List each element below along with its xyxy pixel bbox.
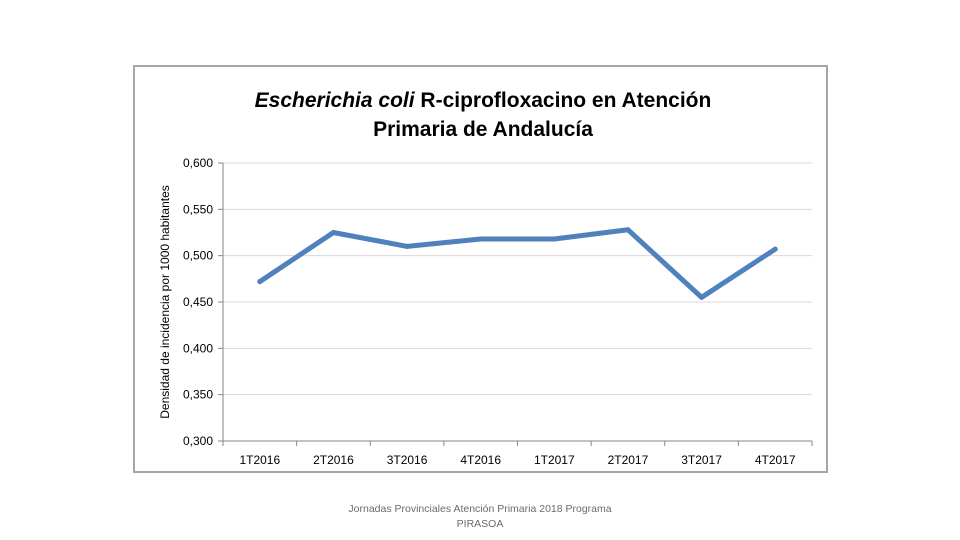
data-point [625,227,631,233]
footer-line-1: Jornadas Provinciales Atención Primaria … [348,503,612,515]
x-tick-label: 2T2016 [313,453,354,467]
x-tick-label: 3T2017 [681,453,722,467]
grid-layer [223,162,812,396]
slide-footer: Jornadas Provinciales Atención Primaria … [330,502,630,532]
y-axis-title: Densidad de incidencia por 1000 habitant… [158,185,172,419]
data-point [257,279,263,285]
line-chart: Escherichia coli R-ciprofloxacino en Ate… [158,89,813,467]
data-point [330,230,336,235]
y-tick-label: 0,300 [183,434,213,448]
y-tick-label: 0,550 [183,202,213,216]
y-tick-label: 0,600 [183,156,213,170]
x-tick-label: 1T2016 [239,453,280,467]
data-point [404,243,410,249]
series-layer [257,227,778,300]
y-tick-label: 0,350 [183,388,213,402]
data-point [772,246,778,252]
series-line [257,227,778,300]
chart-frame: Escherichia coli R-ciprofloxacino en Ate… [133,65,828,473]
y-tick-label: 0,500 [183,249,213,263]
x-tick-label: 3T2016 [387,453,428,467]
x-tick-label: 4T2016 [460,453,501,467]
data-point [551,236,557,242]
y-tick-label: 0,450 [183,295,213,309]
x-tick-label: 2T2017 [608,453,649,467]
chart-title-line2: Primaria de Andalucía [373,118,593,141]
x-tick-label: 1T2017 [534,453,575,467]
chart-title-rest: R-ciprofloxacino en Atención [415,89,712,112]
data-point [699,294,705,300]
axis-layer: 0,300 0,350 0,400 0,450 0,500 0,550 0,600 1T201… [183,156,813,467]
chart-title-italic: Escherichia coli [255,89,416,112]
y-tick-label: 0,400 [183,341,213,355]
x-tick-label: 4T2017 [755,453,796,467]
footer-line-2: PIRASOA [456,518,504,530]
data-point [478,236,484,242]
chart-title-line1: Escherichia coli R-ciprofloxacino en Ate… [255,89,712,112]
